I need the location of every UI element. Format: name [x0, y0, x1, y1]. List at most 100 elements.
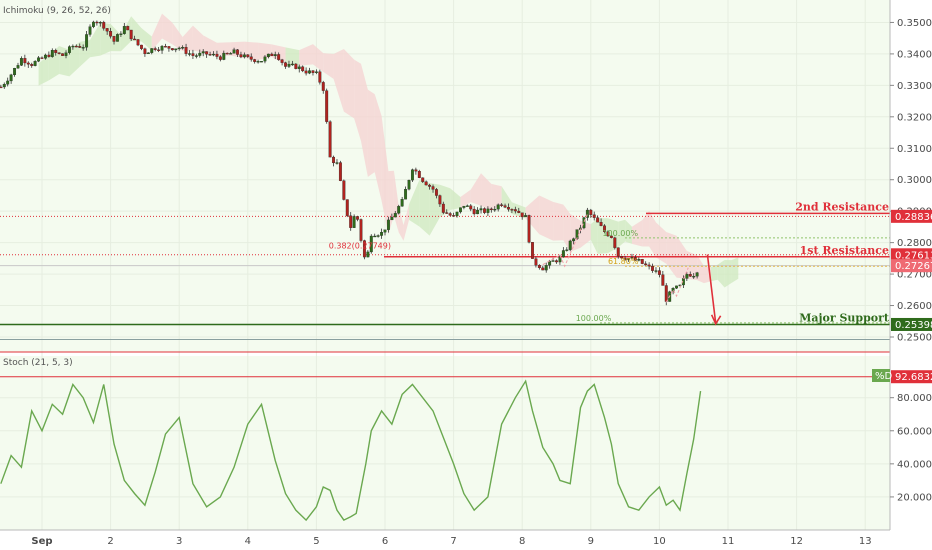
candle-body: [664, 285, 668, 302]
candle-body: [61, 53, 65, 56]
candle-body: [479, 208, 483, 211]
stoch-red-label-bg: [891, 370, 932, 384]
ichimoku-cloud-segment: [697, 255, 704, 284]
price-label-3: 0.25398: [895, 320, 932, 331]
candle-body: [582, 217, 586, 229]
candle-body: [88, 26, 92, 35]
x-tick-label-10: 11: [722, 536, 735, 547]
ichimoku-cloud-segment: [403, 204, 410, 241]
candle-body: [26, 62, 30, 65]
x-tick-label-6: 7: [450, 536, 456, 547]
x-tick-label-7: 8: [519, 536, 525, 547]
candle-body: [496, 204, 500, 210]
candle-body: [695, 272, 699, 277]
candle-body: [414, 169, 418, 172]
right-axis-background: [890, 0, 932, 550]
candle-body: [407, 179, 411, 190]
candle-body: [685, 274, 689, 279]
candle-body: [191, 53, 195, 56]
candle-body: [651, 266, 654, 271]
x-tick-label-4: 5: [313, 536, 319, 547]
candle-body: [472, 208, 476, 215]
candle-body: [105, 28, 109, 32]
ichimoku-cloud-segment: [182, 25, 193, 52]
candle-body: [218, 56, 222, 60]
price-label-bg-1: [891, 248, 932, 262]
level-annotation-0: 2nd Resistance: [795, 200, 889, 213]
candle-body: [194, 55, 198, 57]
candle-body: [637, 259, 641, 261]
candle-body: [256, 61, 260, 63]
candle-body: [0, 86, 3, 89]
candle-body: [596, 217, 600, 223]
candle-body: [455, 211, 459, 217]
candle-body: [222, 52, 226, 60]
candle-body: [657, 270, 661, 275]
x-tick-label-0: Sep: [31, 536, 52, 547]
candle-body: [57, 52, 61, 54]
candle-body: [304, 70, 308, 74]
candle-body: [356, 216, 360, 220]
candle-body: [33, 61, 37, 66]
ichimoku-cloud-segment: [470, 173, 482, 206]
ichimoku-cloud-segment: [450, 188, 461, 211]
stoch-legend-text: %D: [875, 371, 893, 382]
candle-body: [95, 21, 99, 24]
candle-body: [630, 257, 634, 259]
candle-body: [592, 214, 596, 218]
candle-body: [609, 235, 613, 238]
ichimoku-cloud-segment: [312, 44, 324, 72]
candle-body: [671, 288, 675, 292]
candle-body: [19, 58, 23, 66]
ichimoku-cloud-segment: [642, 210, 650, 247]
candle-body: [404, 189, 408, 200]
candle-body: [678, 284, 682, 287]
price-pane-background: [0, 0, 890, 352]
candle-body: [424, 181, 428, 186]
candle-body: [174, 48, 178, 51]
candle-body: [308, 70, 311, 74]
candle-body: [170, 48, 174, 51]
candle-body: [565, 249, 569, 251]
candle-body: [290, 63, 294, 66]
candle-body: [599, 222, 603, 226]
candle-body: [54, 50, 58, 53]
candle-body: [551, 260, 555, 262]
candle-body: [431, 186, 435, 190]
candle-body: [208, 54, 212, 56]
candle-body: [483, 208, 486, 213]
candle-body: [116, 34, 119, 42]
candle-body: [198, 52, 202, 56]
ichimoku-cloud-segment: [354, 59, 361, 141]
candle-body: [616, 247, 620, 257]
candle-body: [321, 82, 325, 91]
candle-body: [513, 209, 517, 212]
candle-body: [661, 274, 665, 286]
candle-body: [6, 80, 10, 85]
candle-body: [160, 46, 164, 51]
candle-body: [510, 209, 514, 211]
fib-swing-zigzag-2: [665, 267, 689, 303]
candle-body: [119, 33, 123, 35]
candle-body: [606, 231, 610, 237]
candle-body: [623, 257, 627, 260]
candle-body: [400, 199, 404, 207]
candle-body: [520, 212, 524, 218]
candle-body: [236, 49, 239, 55]
ichimoku-cloud-segment: [172, 22, 183, 52]
candle-body: [47, 54, 51, 57]
candle-body: [102, 22, 106, 29]
x-tick-label-11: 12: [790, 536, 803, 547]
candle-body: [212, 53, 215, 56]
candle-body: [133, 38, 137, 41]
x-tick-label-8: 9: [588, 536, 594, 547]
ichimoku-cloud-segment: [323, 53, 334, 79]
candle-body: [507, 207, 510, 210]
candle-body: [153, 48, 157, 50]
candle-body: [376, 235, 380, 237]
ichimoku-cloud-segment: [141, 28, 152, 51]
candle-body: [359, 219, 363, 241]
